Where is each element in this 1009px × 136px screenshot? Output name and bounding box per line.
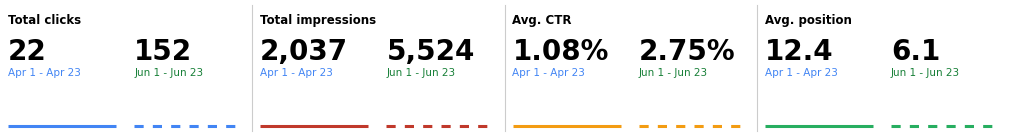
- Text: Avg. position: Avg. position: [765, 14, 852, 27]
- Text: Apr 1 - Apr 23: Apr 1 - Apr 23: [8, 68, 81, 78]
- Text: Total impressions: Total impressions: [260, 14, 376, 27]
- Text: Jun 1 - Jun 23: Jun 1 - Jun 23: [134, 68, 203, 78]
- Text: 152: 152: [134, 38, 193, 66]
- Text: 2.75%: 2.75%: [639, 38, 736, 66]
- Text: 1.08%: 1.08%: [513, 38, 608, 66]
- Text: 6.1: 6.1: [891, 38, 940, 66]
- Text: 5,524: 5,524: [386, 38, 475, 66]
- Text: Jun 1 - Jun 23: Jun 1 - Jun 23: [639, 68, 707, 78]
- Text: Apr 1 - Apr 23: Apr 1 - Apr 23: [260, 68, 333, 78]
- Text: Apr 1 - Apr 23: Apr 1 - Apr 23: [513, 68, 585, 78]
- Text: Avg. CTR: Avg. CTR: [513, 14, 572, 27]
- Text: 2,037: 2,037: [260, 38, 348, 66]
- Text: 22: 22: [8, 38, 46, 66]
- Text: Jun 1 - Jun 23: Jun 1 - Jun 23: [891, 68, 960, 78]
- Text: Apr 1 - Apr 23: Apr 1 - Apr 23: [765, 68, 837, 78]
- Text: Jun 1 - Jun 23: Jun 1 - Jun 23: [386, 68, 455, 78]
- Text: 12.4: 12.4: [765, 38, 833, 66]
- Text: Total clicks: Total clicks: [8, 14, 81, 27]
